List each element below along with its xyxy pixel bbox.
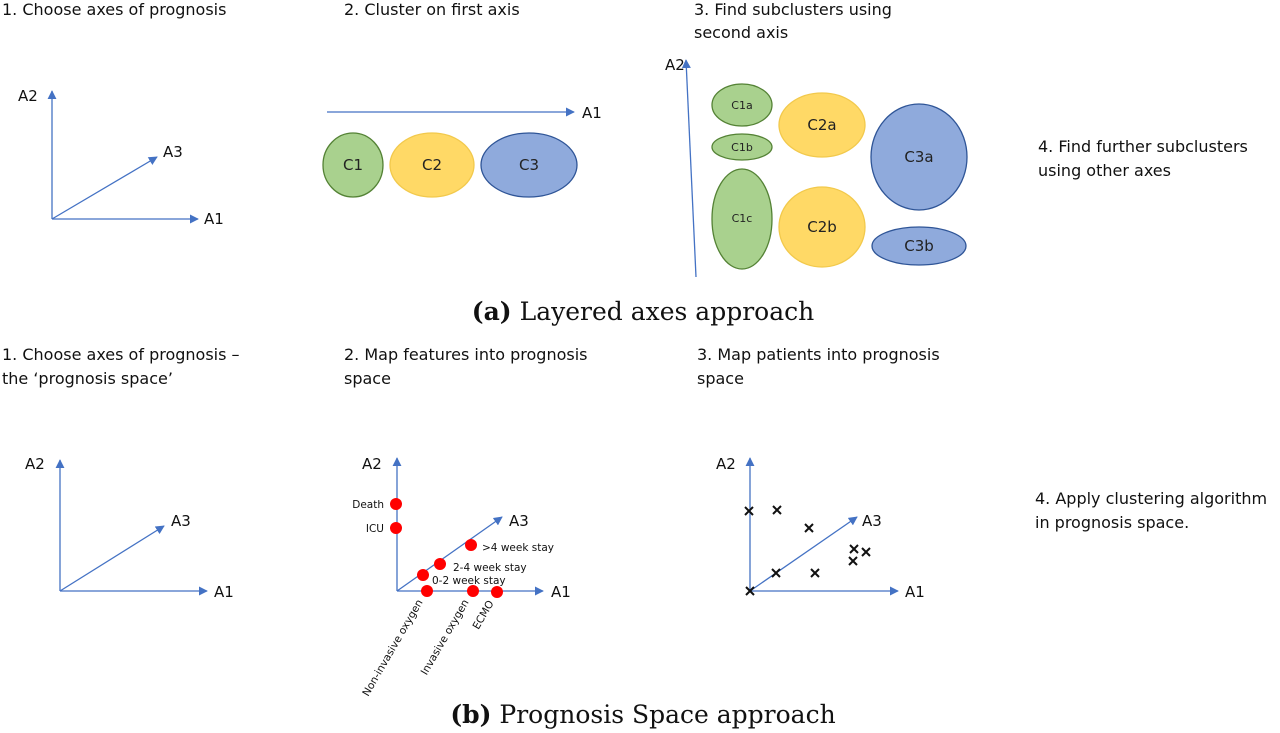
subcluster-c1b-label: C1b <box>731 141 753 154</box>
feature-dot-gt4-week <box>465 539 477 551</box>
feature-dot-ecmo <box>491 586 503 598</box>
subcluster-c2b-label: C2b <box>807 218 837 236</box>
a2-axis-label: A2 <box>665 56 685 74</box>
a3-axis-arrow <box>749 516 858 592</box>
panel-b-step4-title-line1: 4. Apply clustering algorithm <box>1035 489 1267 508</box>
a1-axis-label: A1 <box>905 583 925 601</box>
panel-b-caption-label: (b) <box>450 700 491 729</box>
subcluster-c1b <box>711 133 773 161</box>
a1-axis-label: A1 <box>214 583 234 601</box>
feature-dot-2-4-week <box>434 558 446 570</box>
subcluster-c1c-label: C1c <box>732 212 753 225</box>
subcluster-c2b <box>778 186 866 268</box>
a1-axis-label: A1 <box>551 583 571 601</box>
feature-label-2-4-week: 2-4 week stay <box>453 562 527 574</box>
a3-axis-label: A3 <box>163 143 183 161</box>
feature-dot-icu <box>390 522 402 534</box>
cluster-c2-label: C2 <box>422 156 442 174</box>
panel-a-step1-title: 1. Choose axes of prognosis <box>2 0 226 19</box>
cluster-c1 <box>322 132 384 198</box>
panel-b-step3-title-line1: 3. Map patients into prognosis <box>697 345 940 364</box>
patient-marker <box>771 568 781 578</box>
subcluster-c2a-label: C2a <box>807 116 836 134</box>
a2-axis-label: A2 <box>362 455 382 473</box>
panel-b-step3-title-line2: space <box>697 369 744 388</box>
first-axis-clustering: A1 C1 C2 C3 <box>322 104 602 198</box>
cluster-c2 <box>389 132 475 198</box>
panel-a-caption-text: Layered axes approach <box>512 297 815 326</box>
patient-marker <box>861 547 871 557</box>
feature-label-0-2-week: 0-2 week stay <box>432 575 506 587</box>
second-axis-subclustering: A2 C1a C1b C1c C2a C2b C3a C3b <box>665 56 968 278</box>
a1-axis-label: A1 <box>582 104 602 122</box>
panel-a-axes-3d: A2 A1 A3 <box>18 87 224 228</box>
subcluster-c1a-label: C1a <box>731 99 752 112</box>
panel-b: 1. Choose axes of prognosis – the ‘progn… <box>2 345 1267 729</box>
panel-b-step4-title-line2: in prognosis space. <box>1035 513 1189 532</box>
patient-marker <box>744 506 754 516</box>
feature-mapping: A2 A1 A3 Death ICU >4 week stay 2-4 week… <box>352 455 571 698</box>
cluster-c3-label: C3 <box>519 156 539 174</box>
feature-label-gt4-week: >4 week stay <box>482 542 554 554</box>
prognosis-space-axes: A2 A1 A3 <box>25 455 234 601</box>
panel-a-step4-title-line2: using other axes <box>1038 161 1171 180</box>
a1-axis-label: A1 <box>204 210 224 228</box>
subcluster-c1c <box>711 168 773 270</box>
subcluster-c3a <box>870 103 968 211</box>
patient-marker <box>849 544 859 554</box>
feature-label-icu: ICU <box>366 523 384 535</box>
feature-dot-death <box>390 498 402 510</box>
patient-marker <box>772 505 782 515</box>
cluster-c1-label: C1 <box>343 156 363 174</box>
subcluster-c3b-label: C3b <box>904 237 934 255</box>
feature-label-death: Death <box>352 499 384 511</box>
patient-marker <box>745 586 755 596</box>
a2-axis-label: A2 <box>25 455 45 473</box>
feature-label-invasive-oxygen: Invasive oxygen <box>419 598 472 678</box>
panel-a-step3-title-line1: 3. Find subclusters using <box>694 0 892 19</box>
panel-a-step4-title-line1: 4. Find further subclusters <box>1038 137 1248 156</box>
a3-axis-arrow <box>59 525 165 592</box>
subcluster-c2a <box>778 92 866 158</box>
panel-b-step1-title-line2: the ‘prognosis space’ <box>2 369 173 388</box>
panel-b-step2-title-line1: 2. Map features into prognosis <box>344 345 588 364</box>
panel-a-caption-label: (a) <box>472 297 512 326</box>
a3-axis-arrow <box>396 516 503 592</box>
a3-axis-label: A3 <box>171 512 191 530</box>
subcluster-c1a <box>711 83 773 127</box>
panel-a-step3-title-line2: second axis <box>694 23 788 42</box>
panel-b-caption-text: Prognosis Space approach <box>491 700 835 729</box>
feature-label-noninvasive-oxygen: Non-invasive oxygen <box>360 598 425 699</box>
a3-axis-label: A3 <box>862 512 882 530</box>
a3-axis-arrow <box>51 156 158 220</box>
panel-b-step2-title-line2: space <box>344 369 391 388</box>
cluster-c3 <box>480 132 578 198</box>
panel-b-step1-title-line1: 1. Choose axes of prognosis – <box>2 345 240 364</box>
a2-axis-label: A2 <box>716 455 736 473</box>
feature-dot-0-2-week <box>417 569 429 581</box>
subcluster-c3a-label: C3a <box>904 148 933 166</box>
a3-axis-label: A3 <box>509 512 529 530</box>
patient-marker <box>848 556 858 566</box>
patient-marker <box>810 568 820 578</box>
panel-b-caption: (b) Prognosis Space approach <box>450 700 835 729</box>
panel-a-step2-title: 2. Cluster on first axis <box>344 0 520 19</box>
patient-mapping: A2 A1 A3 <box>716 455 925 601</box>
feature-dot-noninvasive-oxygen <box>421 585 433 597</box>
panel-a-caption: (a) Layered axes approach <box>472 297 814 326</box>
panel-a: 1. Choose axes of prognosis A2 A1 A3 2. … <box>2 0 1248 326</box>
feature-label-ecmo: ECMO <box>471 599 497 632</box>
a2-axis-label: A2 <box>18 87 38 105</box>
feature-dot-invasive-oxygen <box>467 585 479 597</box>
subcluster-c3b <box>871 226 967 266</box>
a2-axis-arrow <box>681 59 697 278</box>
patient-marker <box>804 523 814 533</box>
